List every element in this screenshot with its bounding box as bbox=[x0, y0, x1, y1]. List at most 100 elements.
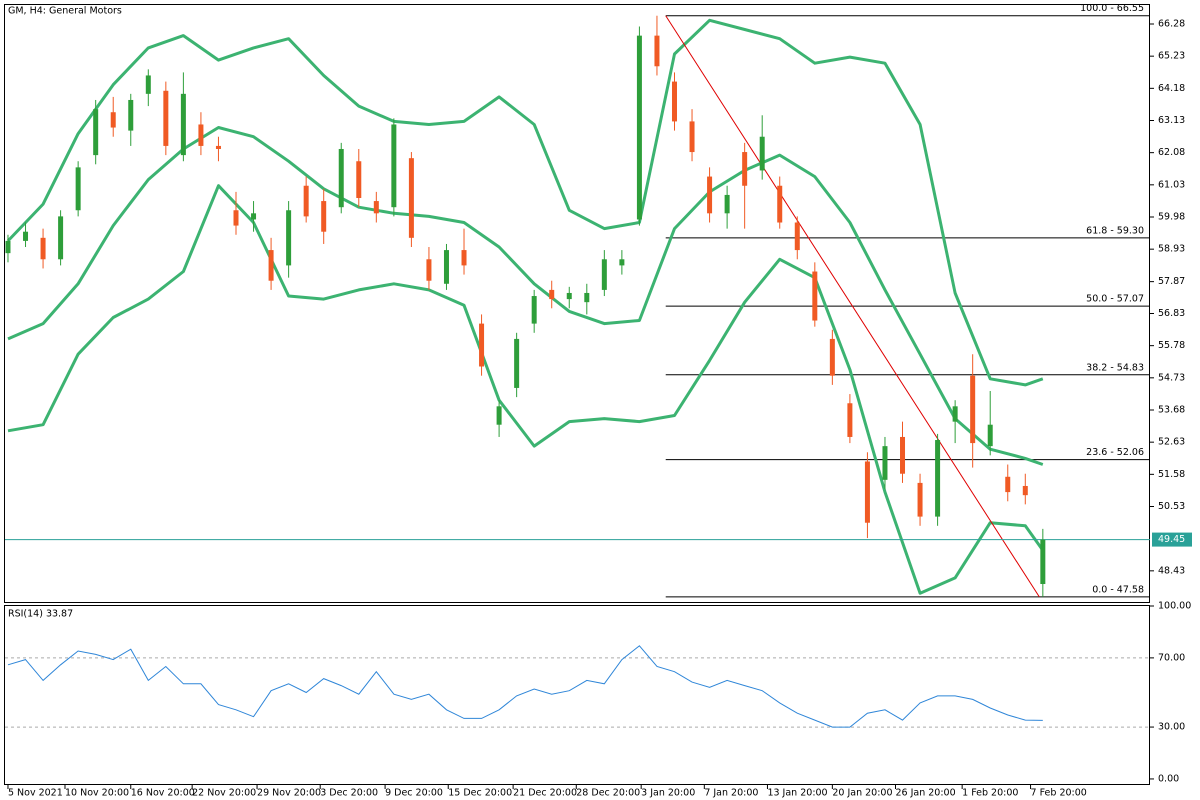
x-tick-label: 10 Nov 20:00 bbox=[65, 788, 129, 799]
y-tick-label: 59.98 bbox=[1158, 211, 1185, 222]
y-tick-label: 54.73 bbox=[1158, 372, 1185, 383]
y-tick-label: 56.83 bbox=[1158, 308, 1185, 319]
candle-body bbox=[163, 90, 169, 146]
candle-body bbox=[75, 167, 81, 211]
y-tick-label: 30.00 bbox=[1158, 722, 1185, 733]
candle-body bbox=[443, 250, 449, 284]
y-tick-label: 66.28 bbox=[1158, 18, 1185, 29]
candle-body bbox=[93, 109, 99, 156]
x-tick-label: 28 Dec 20:00 bbox=[576, 788, 640, 799]
x-tick-label: 7 Jan 20:00 bbox=[704, 788, 758, 799]
y-tick-label: 100.00 bbox=[1158, 601, 1191, 612]
x-tick-label: 22 Nov 20:00 bbox=[192, 788, 256, 799]
candle-body bbox=[794, 222, 800, 251]
price-panel bbox=[4, 4, 1150, 603]
candle-body bbox=[391, 124, 397, 208]
candle-body bbox=[654, 35, 660, 67]
fib-label: 38.2 - 54.83 bbox=[1086, 362, 1144, 373]
y-tick-label: 48.43 bbox=[1158, 565, 1185, 576]
candle-body bbox=[584, 292, 590, 303]
candle-body bbox=[864, 461, 870, 523]
candle-body bbox=[601, 259, 607, 290]
x-tick-label: 21 Dec 20:00 bbox=[513, 788, 577, 799]
x-tick-label: 29 Nov 20:00 bbox=[257, 788, 321, 799]
candle-body bbox=[742, 152, 748, 186]
x-tick-label: 7 Feb 20:00 bbox=[1031, 788, 1087, 799]
fib-label: 100.0 - 66.55 bbox=[1080, 3, 1144, 14]
candle-body bbox=[251, 213, 257, 220]
candle-body bbox=[5, 240, 11, 254]
y-tick-label: 63.13 bbox=[1158, 115, 1185, 126]
candle-body bbox=[671, 81, 677, 122]
candle-body bbox=[461, 250, 467, 266]
x-tick-label: 9 Dec 20:00 bbox=[385, 788, 443, 799]
y-tick-label: 55.78 bbox=[1158, 340, 1185, 351]
bollinger-band bbox=[7, 184, 1045, 595]
y-tick-label: 50.53 bbox=[1158, 501, 1185, 512]
y-tick-label: 0.00 bbox=[1158, 773, 1179, 784]
candle-body bbox=[847, 403, 853, 437]
y-tick-label: 64.18 bbox=[1158, 83, 1185, 94]
candle-body bbox=[1005, 476, 1011, 493]
y-tick-label: 58.93 bbox=[1158, 244, 1185, 255]
candle-body bbox=[987, 424, 993, 447]
y-tick-label: 57.87 bbox=[1158, 276, 1185, 287]
y-tick-label: 61.03 bbox=[1158, 179, 1185, 190]
candle-body bbox=[724, 194, 730, 214]
y-tick-label: 70.00 bbox=[1158, 652, 1185, 663]
current-price-label: 49.45 bbox=[1158, 534, 1185, 545]
rsi-line bbox=[7, 645, 1043, 728]
x-tick-label: 5 Nov 2021 bbox=[8, 788, 63, 799]
candle-body bbox=[707, 176, 713, 214]
x-tick-label: 20 Jan 20:00 bbox=[832, 788, 892, 799]
fib-label: 50.0 - 57.07 bbox=[1086, 294, 1144, 305]
candle-body bbox=[759, 136, 765, 171]
candle-body bbox=[514, 338, 520, 388]
x-tick-label: 16 Nov 20:00 bbox=[131, 788, 195, 799]
candle-body bbox=[233, 210, 239, 226]
candle-body bbox=[321, 201, 327, 232]
candle-body bbox=[1040, 539, 1046, 585]
rsi-title: RSI(14) 33.87 bbox=[8, 609, 73, 620]
candle-body bbox=[917, 482, 923, 517]
candle-body bbox=[286, 210, 292, 266]
candle-body bbox=[180, 93, 186, 156]
candle-body bbox=[128, 99, 134, 131]
fib-label: 61.8 - 59.30 bbox=[1086, 225, 1144, 236]
candle-body bbox=[689, 121, 695, 153]
candle-body bbox=[338, 148, 344, 208]
candle-body bbox=[215, 145, 221, 149]
y-tick-label: 62.08 bbox=[1158, 147, 1185, 158]
candle-body bbox=[198, 124, 204, 146]
fib-label: 0.0 - 47.58 bbox=[1092, 584, 1144, 595]
x-tick-label: 26 Jan 20:00 bbox=[895, 788, 955, 799]
x-tick-label: 3 Jan 20:00 bbox=[641, 788, 695, 799]
rsi-panel bbox=[4, 605, 1150, 785]
trend-line bbox=[665, 15, 1040, 598]
candle-body bbox=[829, 338, 835, 376]
candle-body bbox=[496, 406, 502, 425]
candle-body bbox=[268, 250, 274, 281]
candle-body bbox=[777, 185, 783, 223]
y-tick-label: 51.58 bbox=[1158, 469, 1185, 480]
candle-body bbox=[145, 75, 151, 94]
candle-body bbox=[58, 216, 64, 260]
x-tick-label: 15 Dec 20:00 bbox=[448, 788, 512, 799]
candle-body bbox=[1022, 485, 1028, 496]
x-tick-label: 3 Dec 20:00 bbox=[320, 788, 378, 799]
x-tick-label: 13 Jan 20:00 bbox=[767, 788, 827, 799]
candle-body bbox=[619, 259, 625, 266]
candle-body bbox=[549, 289, 555, 300]
y-tick-label: 65.23 bbox=[1158, 51, 1185, 62]
x-tick-label: 1 Feb 20:00 bbox=[962, 788, 1018, 799]
candle-body bbox=[426, 259, 432, 281]
candle-body bbox=[479, 323, 485, 367]
candle-body bbox=[110, 112, 116, 128]
bollinger-band bbox=[6, 18, 1044, 387]
candle-body bbox=[952, 406, 958, 422]
candle-body bbox=[356, 161, 362, 199]
candle-body bbox=[812, 271, 818, 321]
y-tick-label: 53.68 bbox=[1158, 404, 1185, 415]
candle-body bbox=[970, 375, 976, 444]
